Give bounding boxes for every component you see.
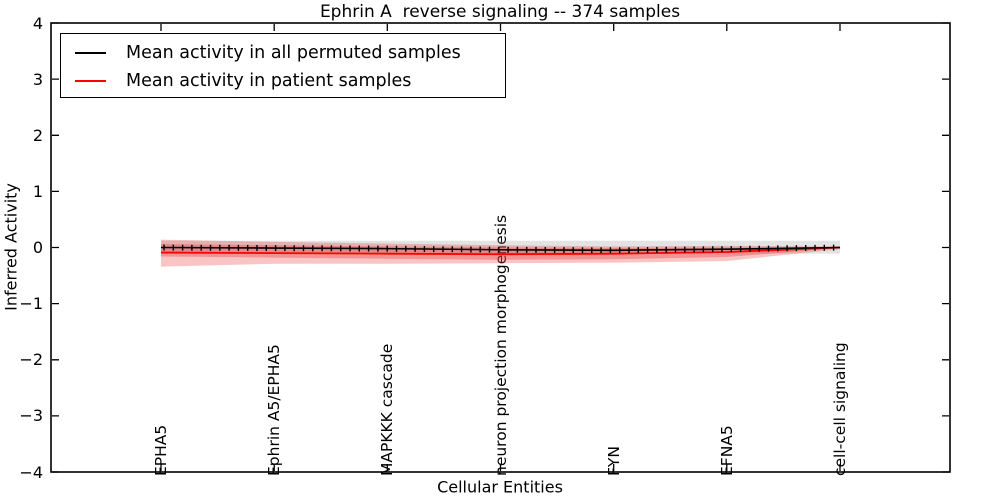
y-tick-label: −4 — [19, 462, 43, 482]
legend-label: Mean activity in patient samples — [126, 71, 412, 91]
permuted-line-markers — [163, 244, 835, 254]
y-tick-label: −2 — [19, 350, 43, 370]
legend-item-patient: Mean activity in patient samples — [61, 67, 505, 95]
permuted-line-swatch — [75, 52, 106, 54]
y-tick-label: −3 — [19, 406, 43, 426]
permuted-mean-line — [160, 246, 841, 252]
chart-title: Ephrin A reverse signaling -- 374 sample… — [319, 2, 681, 22]
y-tick-label: 3 — [32, 69, 43, 89]
y-tick-label: 0 — [32, 238, 43, 257]
y-tick-label: 2 — [32, 125, 43, 145]
legend-item-permuted: Mean activity in all permuted samples — [61, 39, 505, 67]
legend: Mean activity in all permuted samples Me… — [60, 33, 506, 98]
x-axis-title: Cellular Entities — [437, 477, 563, 497]
plot-frame — [50, 22, 951, 473]
patient-mean-line — [160, 246, 841, 256]
legend-label: Mean activity in all permuted samples — [126, 43, 461, 63]
y-tick-label: −1 — [19, 294, 43, 314]
patient-line-swatch — [75, 80, 106, 82]
y-tick-label: 1 — [32, 181, 43, 201]
y-tick-label: 4 — [32, 13, 43, 33]
